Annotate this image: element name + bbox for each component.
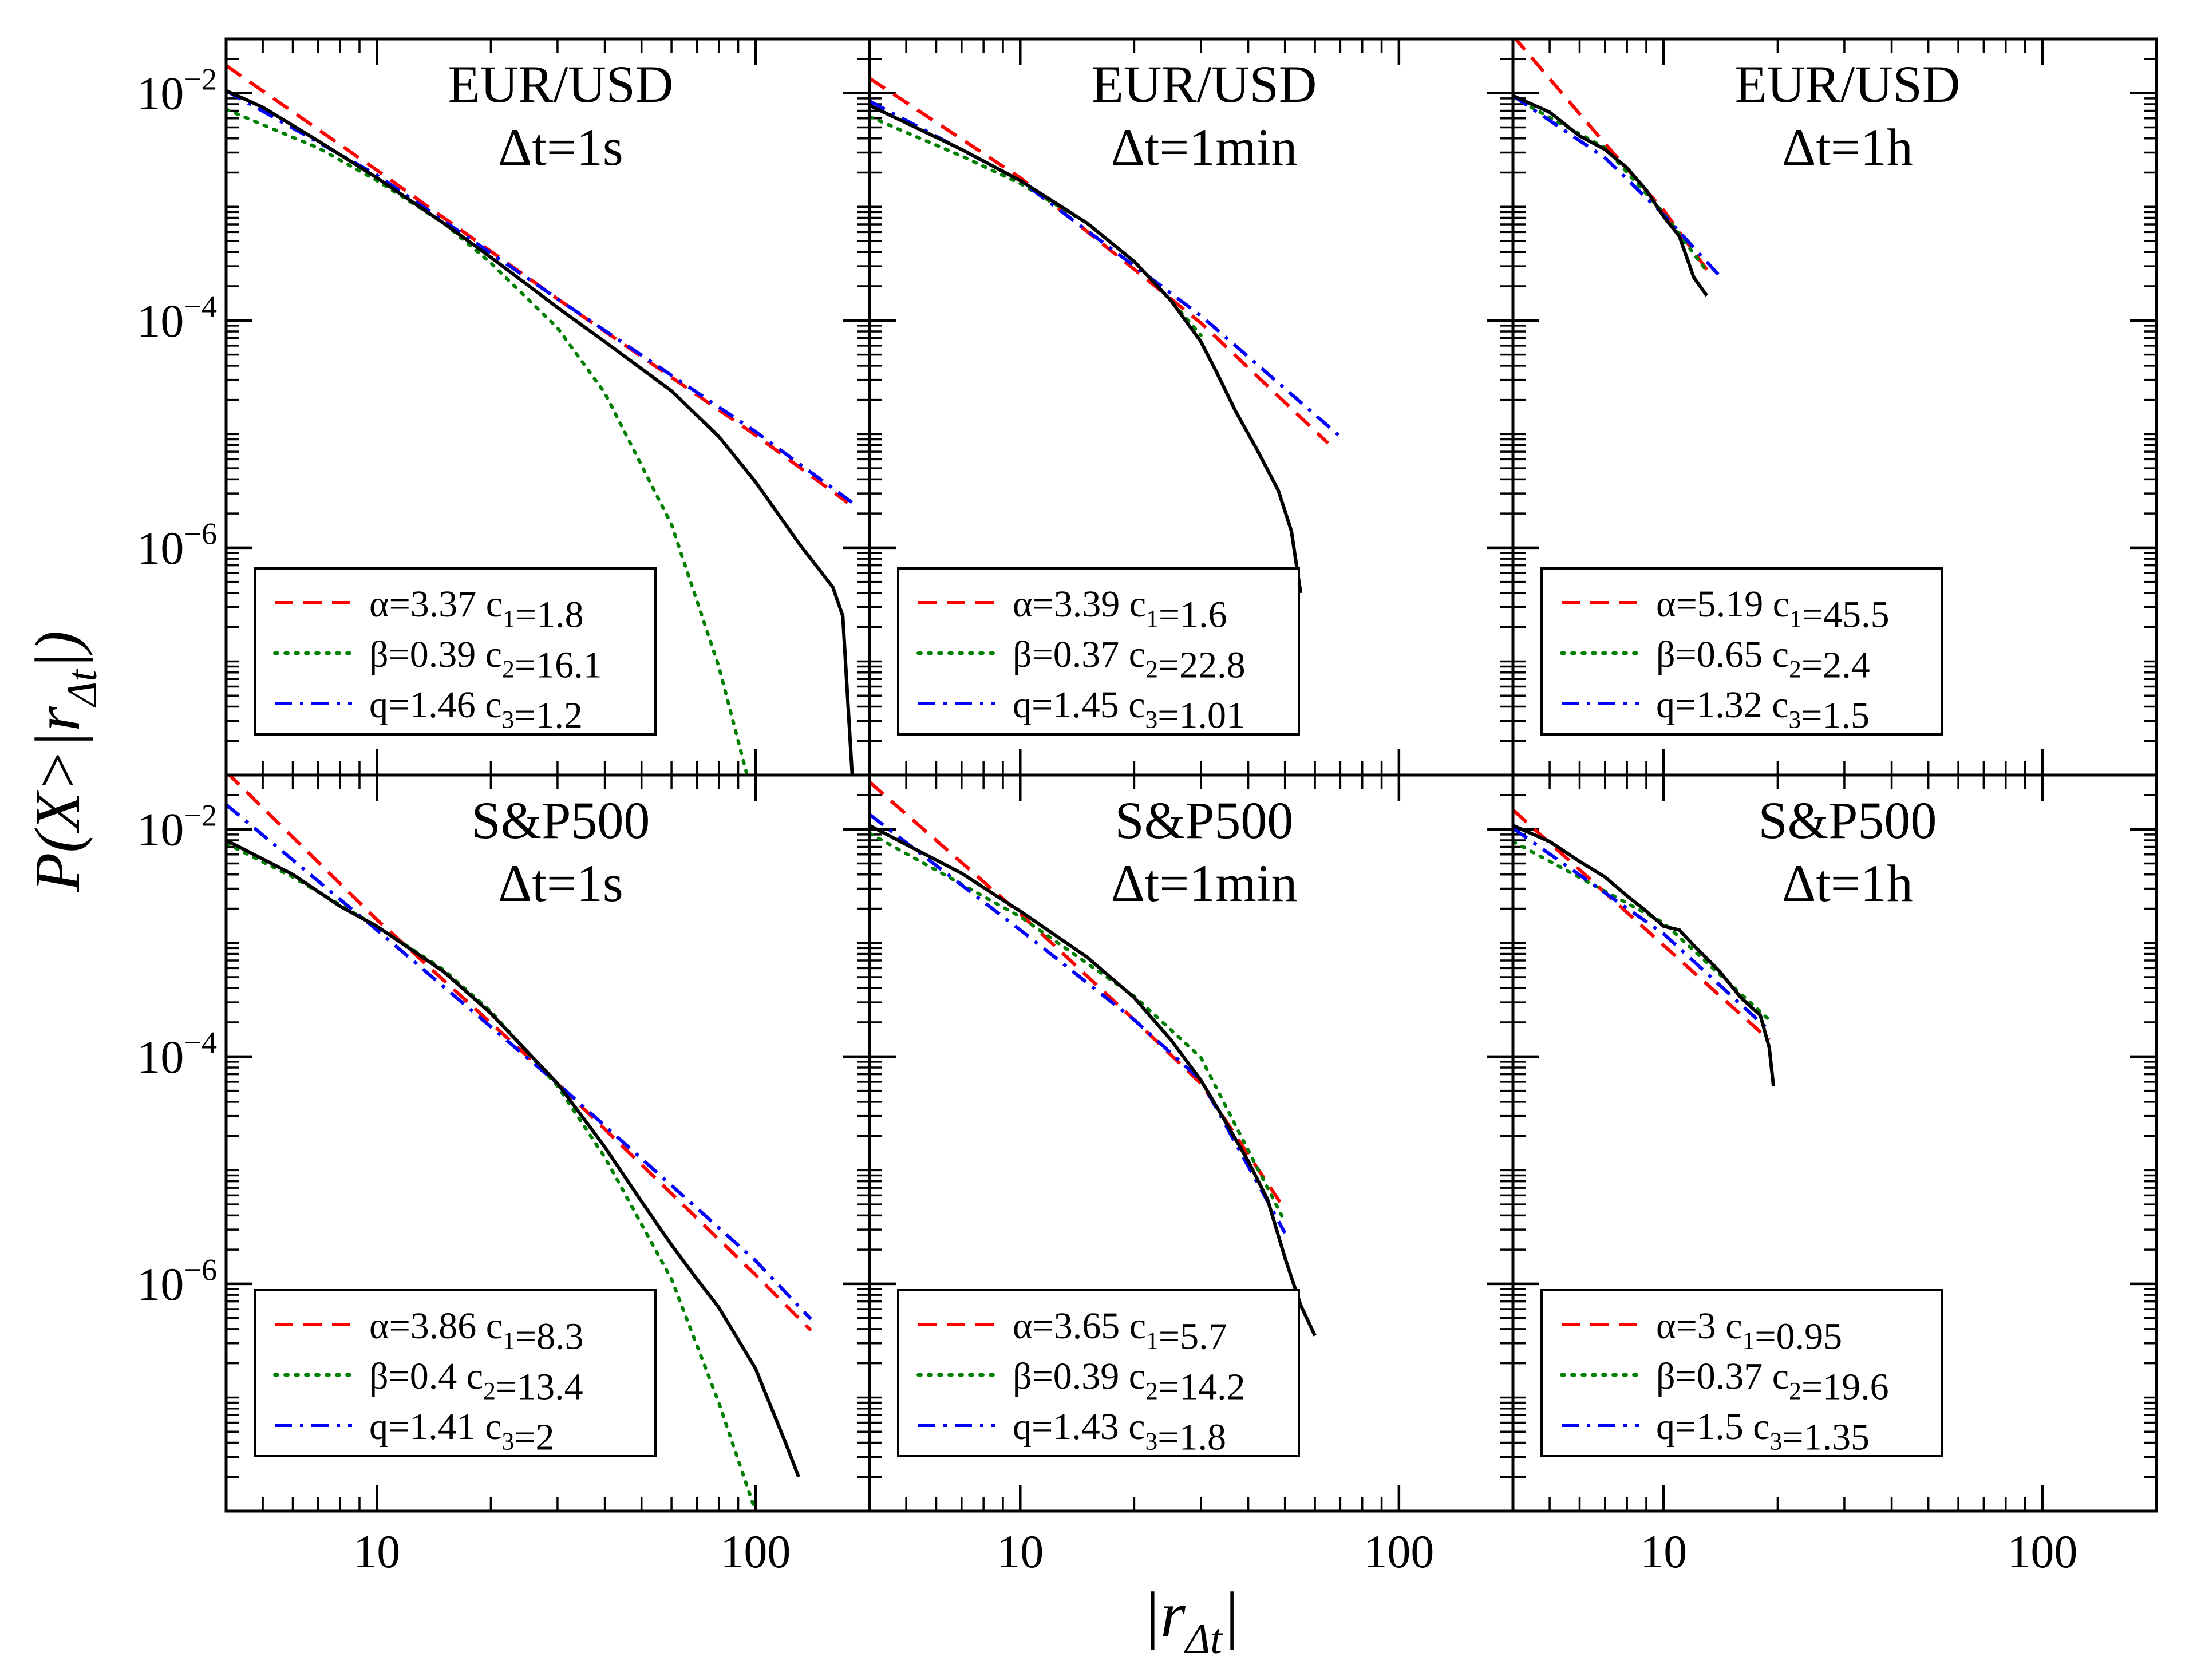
legend-label-beta: β=0.39 c2=16.1 — [369, 634, 602, 686]
series-line-empirical — [870, 824, 1317, 1337]
legend-label-q: q=1.32 c3=1.5 — [1656, 684, 1870, 736]
series-line-empirical — [226, 839, 800, 1478]
series-line-alpha-fit — [870, 77, 1330, 445]
panel-subtitle: Δt=1s — [498, 118, 623, 176]
y-ticks — [870, 38, 1513, 777]
legend: α=5.19 c1=45.5β=0.65 c2=2.4q=1.32 c3=1.5 — [1540, 567, 1943, 736]
panel-subtitle: Δt=1h — [1782, 118, 1913, 176]
panel-title: S&P500 — [1759, 791, 1937, 849]
series-group — [226, 64, 854, 775]
x-ticks — [868, 39, 1514, 775]
series-line-empirical — [1513, 824, 1776, 1086]
series-line-empirical — [226, 89, 854, 775]
panel-subtitle: Δt=1min — [1111, 118, 1298, 176]
legend-label-alpha: α=3.39 c1=1.6 — [1013, 583, 1227, 635]
legend-label-beta: β=0.65 c2=2.4 — [1656, 634, 1870, 686]
legend: α=3.39 c1=1.6β=0.37 c2=22.8q=1.45 c3=1.0… — [897, 567, 1300, 736]
x-tick-label: 100 — [2007, 1525, 2077, 1578]
legend-label-q: q=1.41 c3=2 — [369, 1406, 555, 1458]
y-tick-label: 10−4 — [137, 1025, 217, 1082]
legend-label-q: q=1.46 c3=1.2 — [369, 684, 583, 736]
legend-label-alpha: α=3.65 c1=5.7 — [1013, 1305, 1227, 1357]
legend: α=3.86 c1=8.3β=0.4 c2=13.4q=1.41 c3=2 — [254, 1289, 657, 1458]
legend-box — [254, 1289, 657, 1457]
series-group — [226, 775, 812, 1511]
y-tick-label: 10−2 — [137, 62, 217, 119]
legend-box — [1540, 1289, 1943, 1457]
y-axis-label: P(X>|rΔt|) — [22, 631, 106, 892]
svg-text:P(X>|rΔt|): P(X>|rΔt|) — [22, 631, 106, 892]
y-tick-label: 10−6 — [137, 1252, 217, 1310]
x-ticks: 10 100 — [868, 775, 1514, 1578]
series-group — [1513, 39, 1721, 297]
x-ticks: 10 100 — [1512, 775, 2158, 1578]
panel-subtitle: Δt=1h — [1782, 854, 1913, 912]
x-tick-label: 100 — [1364, 1525, 1434, 1578]
panel-subtitle: Δt=1s — [498, 854, 623, 912]
series-line-empirical — [1513, 94, 1709, 297]
y-ticks: 10−2 10−4 10−6 — [137, 38, 870, 777]
y-tick-label: 10−2 — [137, 798, 217, 855]
series-line-alpha-fit — [227, 775, 812, 1332]
panel-title: EUR/USD — [1092, 55, 1317, 113]
y-ticks: 10−2 10−4 10−6 — [137, 774, 870, 1513]
legend-label-beta: β=0.37 c2=19.6 — [1656, 1355, 1889, 1408]
legend: α=3.37 c1=1.8β=0.39 c2=16.1q=1.46 c3=1.2 — [254, 567, 657, 736]
series-group — [1513, 808, 1776, 1086]
series-line-alpha-fit — [1513, 808, 1771, 1042]
plot-frame — [1511, 773, 2158, 1513]
panel-title: S&P500 — [472, 791, 650, 849]
legend-box — [897, 1289, 1300, 1457]
series-line-empirical — [870, 104, 1303, 594]
x-tick-label: 10 — [997, 1525, 1044, 1578]
legend: α=3 c1=0.95β=0.37 c2=19.6q=1.5 c3=1.35 — [1540, 1289, 1943, 1458]
legend-label-beta: β=0.39 c2=14.2 — [1013, 1355, 1246, 1408]
x-ticks: 10 100 — [225, 775, 871, 1578]
legend-label-q: q=1.5 c3=1.35 — [1656, 1406, 1870, 1458]
series-line-beta-fit — [1513, 95, 1709, 274]
panel-title: EUR/USD — [1735, 55, 1961, 113]
legend-label-alpha: α=5.19 c1=45.5 — [1656, 583, 1890, 635]
legend-label-q: q=1.43 c3=1.8 — [1013, 1406, 1226, 1458]
legend-label-beta: β=0.4 c2=13.4 — [369, 1355, 583, 1408]
legend: α=3.65 c1=5.7β=0.39 c2=14.2q=1.43 c3=1.8 — [897, 1289, 1300, 1458]
legend-box — [1540, 567, 1943, 736]
legend-label-q: q=1.45 c3=1.01 — [1013, 684, 1245, 736]
legend-label-beta: β=0.37 c2=22.8 — [1013, 634, 1246, 686]
series-line-q-fit — [1513, 94, 1721, 276]
series-group — [870, 77, 1342, 594]
legend-label-alpha: α=3 c1=0.95 — [1656, 1305, 1842, 1357]
series-group — [870, 781, 1317, 1337]
x-axis-label: |rΔt| — [1143, 1579, 1239, 1663]
legend-box — [254, 567, 657, 736]
legend-box — [897, 567, 1300, 736]
x-tick-label: 10 — [1640, 1525, 1687, 1578]
legend-label-alpha: α=3.37 c1=1.8 — [369, 583, 584, 635]
panel-title: EUR/USD — [448, 55, 674, 113]
panel-subtitle: Δt=1min — [1111, 854, 1298, 912]
series-line-beta-fit — [226, 108, 749, 775]
x-tick-label: 100 — [720, 1525, 791, 1578]
panel-title: S&P500 — [1115, 791, 1294, 849]
y-tick-label: 10−4 — [137, 289, 217, 346]
y-tick-label: 10−6 — [137, 516, 217, 574]
x-tick-label: 10 — [353, 1525, 400, 1578]
legend-label-alpha: α=3.86 c1=8.3 — [369, 1305, 584, 1357]
series-line-q-fit — [1513, 827, 1771, 1032]
